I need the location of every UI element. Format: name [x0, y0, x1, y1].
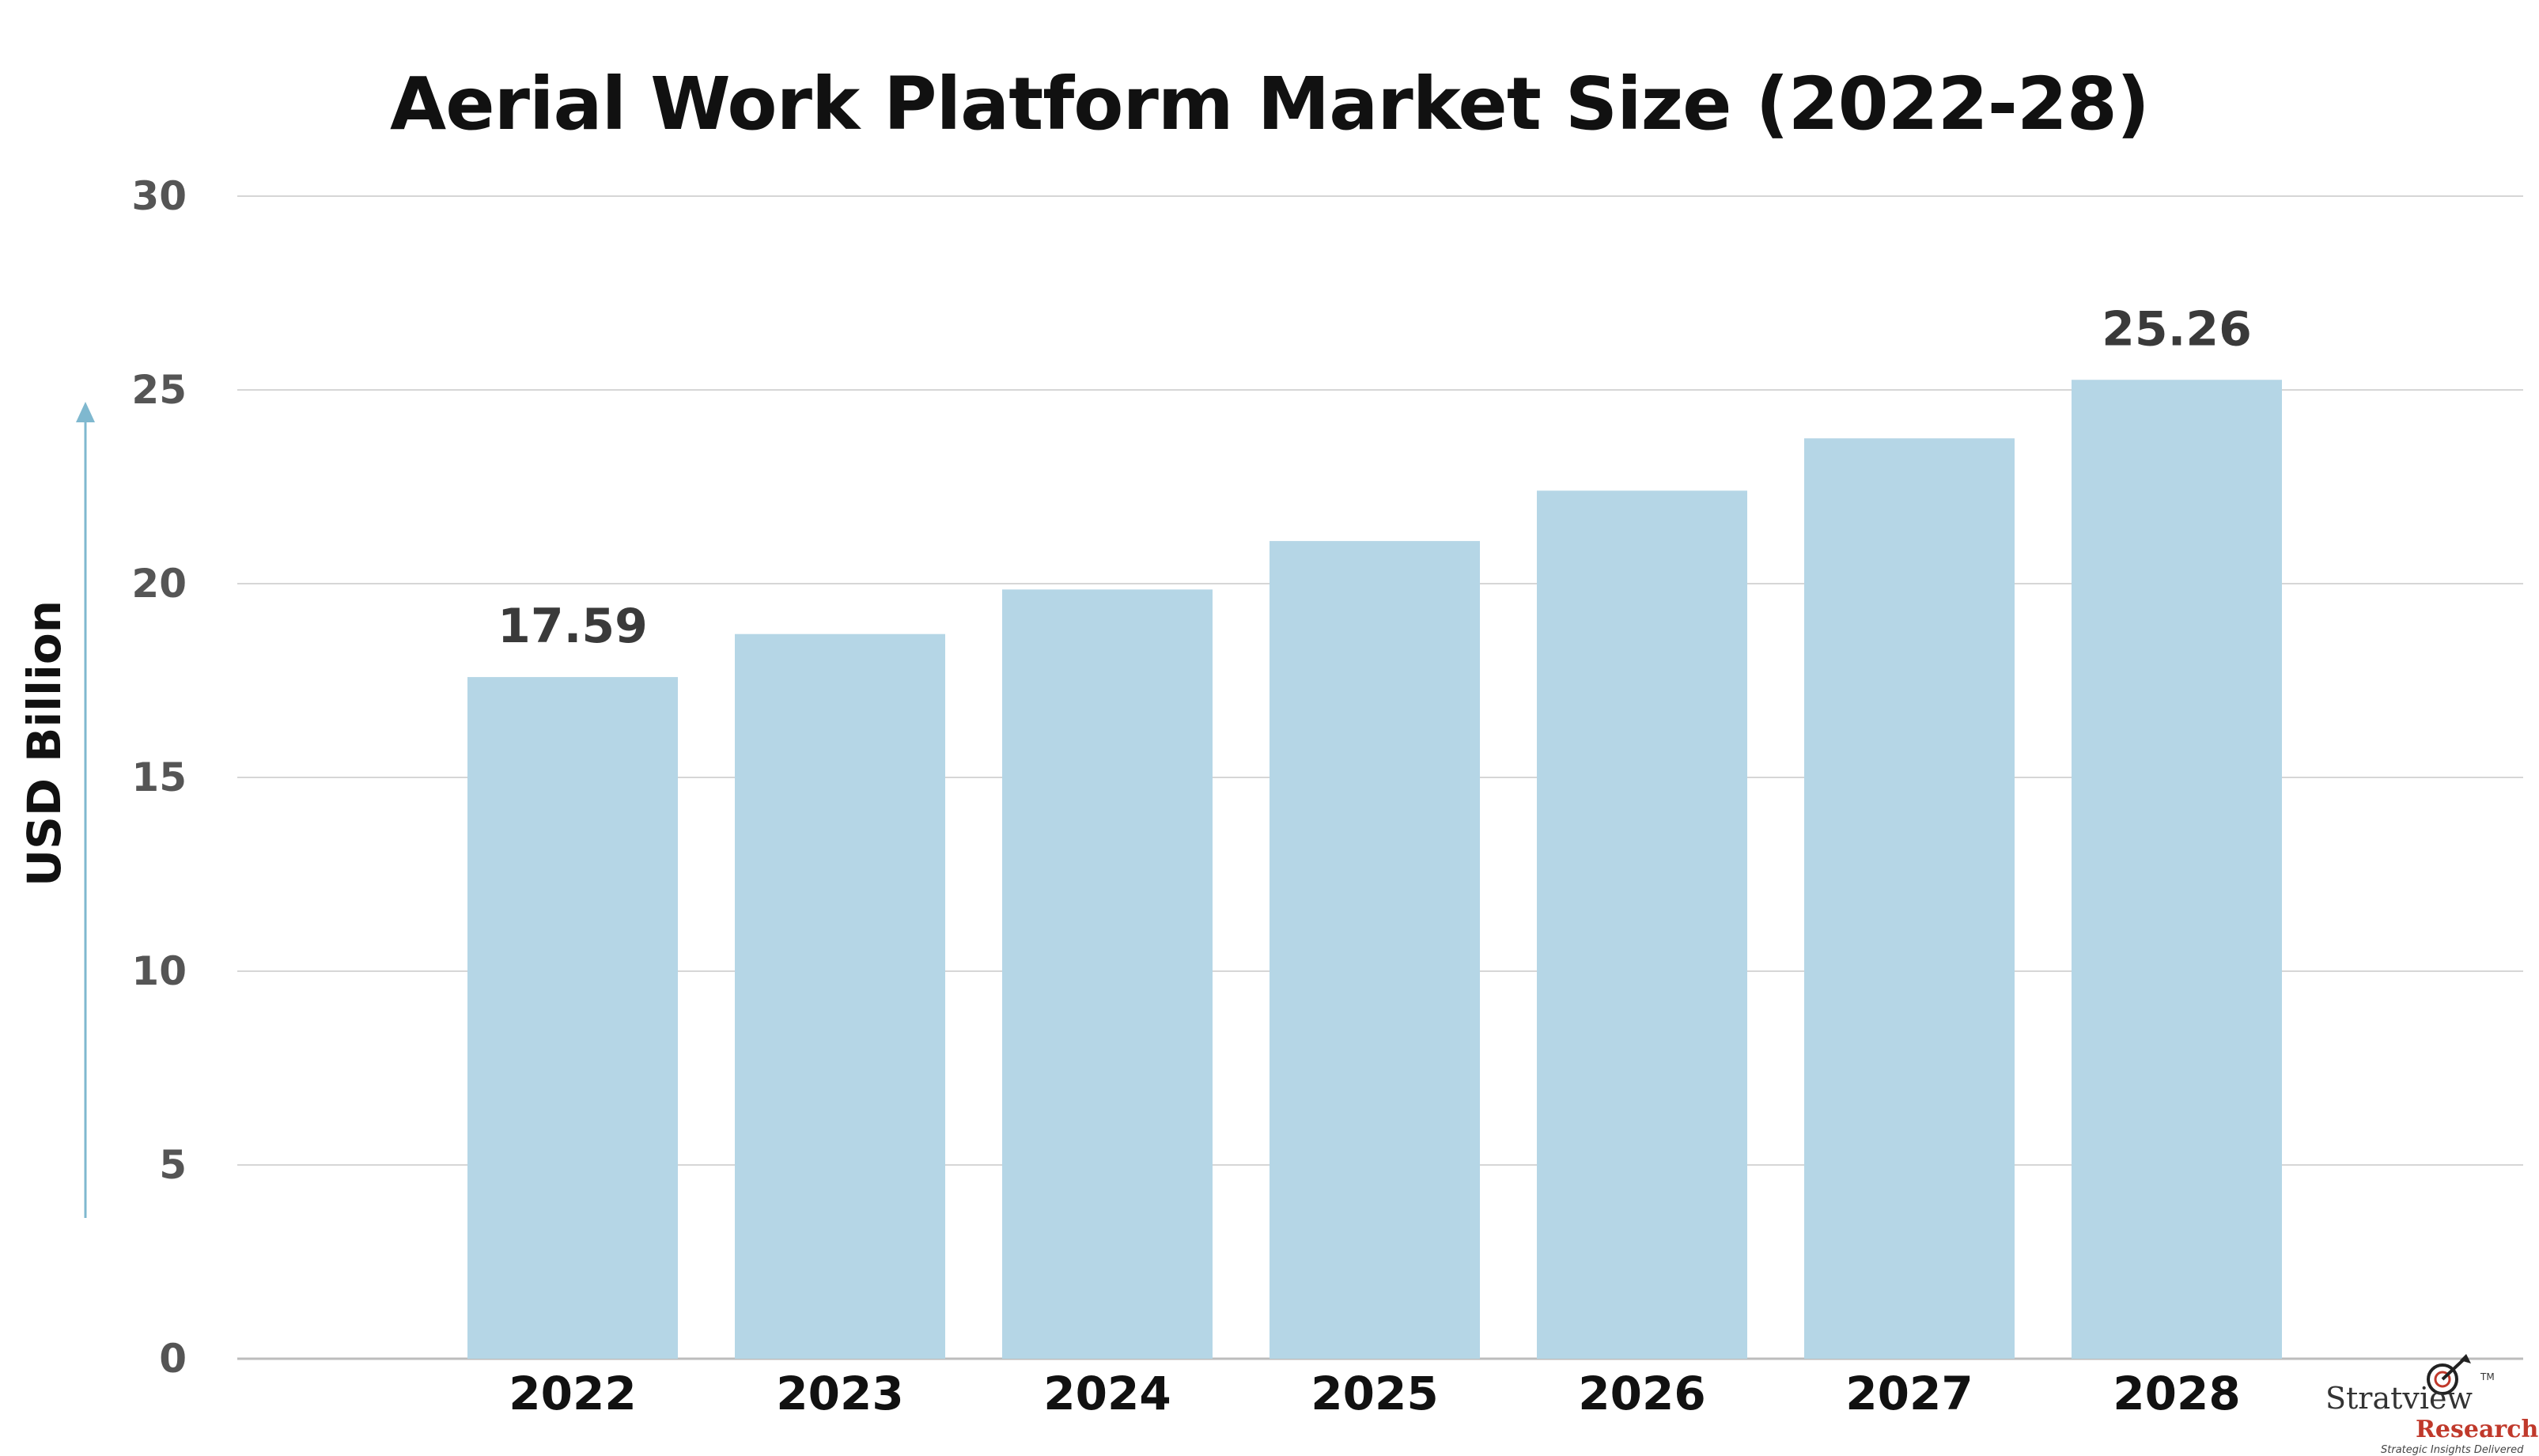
bar-2025 — [1270, 541, 1480, 1359]
target-arrow-icon — [2427, 1354, 2471, 1395]
x-tick-label: 2028 — [2113, 1367, 2240, 1420]
y-tick-label: 5 — [159, 1142, 187, 1188]
y-tick-label: 15 — [131, 754, 187, 800]
x-tick-label: 2025 — [1311, 1367, 1438, 1420]
bar-2023 — [735, 633, 945, 1359]
chart-title: Aerial Work Platform Market Size (2022-2… — [390, 62, 2150, 146]
bar-2024 — [1002, 589, 1213, 1359]
y-axis-ticks: 0 5 10 15 20 25 30 — [131, 173, 187, 1382]
data-label: 17.59 — [498, 599, 648, 654]
x-tick-label: 2022 — [509, 1367, 636, 1420]
data-label: 25.26 — [2102, 301, 2252, 357]
bar-2026 — [1537, 490, 1747, 1359]
y-tick-label: 20 — [131, 561, 187, 607]
x-tick-label: 2024 — [1043, 1367, 1171, 1420]
y-tick-label: 0 — [159, 1336, 187, 1382]
stratview-logo: Stratview TM Research Strategic Insights… — [2325, 1352, 2538, 1456]
logo-trademark: TM — [2480, 1371, 2495, 1382]
bar-2027 — [1804, 438, 2015, 1359]
bars — [467, 380, 2282, 1359]
y-axis-label: USD Billion — [17, 600, 71, 887]
data-labels: 17.59 25.26 — [498, 301, 2252, 654]
logo-brand: Stratview — [2325, 1381, 2473, 1416]
bar-2028 — [2072, 380, 2282, 1359]
x-tick-label: 2023 — [776, 1367, 903, 1420]
x-tick-label: 2026 — [1578, 1367, 1705, 1420]
y-tick-label: 10 — [131, 948, 187, 994]
x-tick-label: 2027 — [1845, 1367, 1973, 1420]
bar-2022 — [467, 677, 678, 1359]
y-tick-label: 25 — [131, 367, 187, 413]
y-tick-label: 30 — [131, 173, 187, 219]
y-axis-arrow-head-icon — [76, 402, 95, 422]
x-axis-ticks: 2022 2023 2024 2025 2026 2027 2028 — [509, 1367, 2240, 1420]
logo-sub: Research — [2416, 1416, 2539, 1443]
logo-tagline: Strategic Insights Delivered — [2381, 1444, 2524, 1456]
y-axis: USD Billion — [17, 402, 95, 1218]
